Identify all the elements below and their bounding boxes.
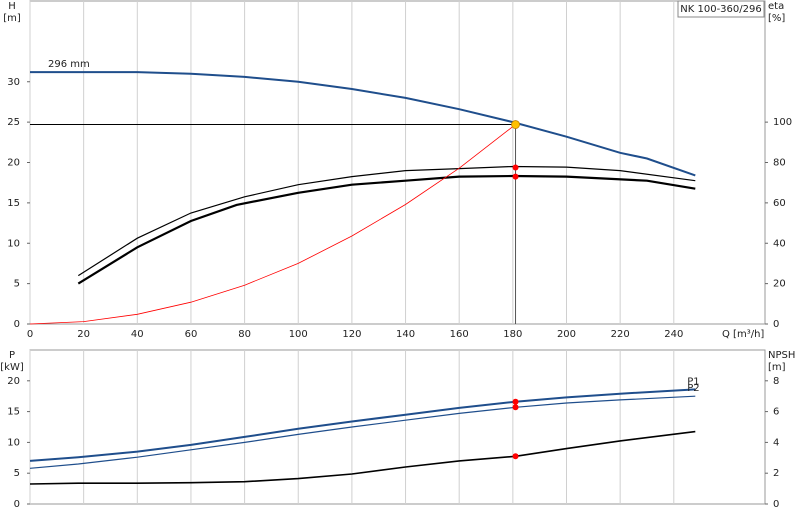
y2-tick-label: 8 <box>773 376 779 387</box>
y-tick-label: 5 <box>14 279 20 290</box>
y-tick-label: 20 <box>7 376 20 387</box>
curve <box>29 430 696 485</box>
curve <box>29 395 696 469</box>
x-tick-label: 120 <box>342 329 361 340</box>
y2-tick-label: 80 <box>773 158 786 169</box>
y-axis-label: P <box>9 350 15 361</box>
series-label: 296 mm <box>48 59 90 70</box>
x-tick-label: 180 <box>503 329 522 340</box>
y-tick-label: 30 <box>7 77 20 88</box>
x-tick-label: 160 <box>450 329 469 340</box>
y2-tick-label: 0 <box>773 319 779 330</box>
y2-tick-label: 20 <box>773 279 786 290</box>
operating-point <box>511 120 520 129</box>
chart-title: NK 100-360/296 <box>680 4 761 15</box>
y-tick-label: 25 <box>7 117 20 128</box>
plot-area <box>29 0 766 325</box>
curve <box>29 388 696 462</box>
y2-axis-label: eta <box>768 1 784 12</box>
y2-tick-label: 100 <box>773 117 792 128</box>
x-tick-label: 240 <box>664 329 683 340</box>
x-tick-label: 200 <box>557 329 576 340</box>
y-axis-unit: [m] <box>3 13 21 24</box>
x-axis-label: Q [m³/h] <box>722 329 764 340</box>
y2-tick-label: 2 <box>773 468 779 479</box>
curve <box>30 71 696 177</box>
x-tick-label: 60 <box>185 329 198 340</box>
y2-tick-label: 60 <box>773 198 786 209</box>
x-tick-label: 100 <box>289 329 308 340</box>
y2-axis-unit: [%] <box>768 13 785 24</box>
y-tick-label: 10 <box>7 238 20 249</box>
y-tick-label: 5 <box>14 468 20 479</box>
x-tick-label: 20 <box>77 329 90 340</box>
marker <box>512 453 519 460</box>
x-tick-label: 220 <box>611 329 630 340</box>
y-tick-label: 15 <box>7 198 20 209</box>
marker <box>512 173 519 180</box>
y2-tick-label: 40 <box>773 238 786 249</box>
curve <box>77 174 696 285</box>
series-label: P2 <box>687 383 699 394</box>
marker <box>512 404 519 411</box>
y-tick-label: 0 <box>14 499 20 510</box>
y-tick-label: 15 <box>7 407 20 418</box>
title-box <box>677 0 765 18</box>
y2-tick-label: 0 <box>773 499 779 510</box>
y-axis-label: H <box>8 1 16 12</box>
x-tick-label: 140 <box>396 329 415 340</box>
marker <box>512 398 519 405</box>
series-label: P1 <box>687 376 699 387</box>
curve <box>29 124 516 325</box>
y-tick-label: 20 <box>7 158 20 169</box>
y2-tick-label: 6 <box>773 407 779 418</box>
y2-tick-label: 4 <box>773 437 779 448</box>
plot-area <box>29 349 766 505</box>
marker <box>512 164 519 171</box>
x-tick-label: 0 <box>27 329 33 340</box>
y-tick-label: 10 <box>7 437 20 448</box>
y2-axis-label: NPSH <box>768 350 795 361</box>
x-tick-label: 40 <box>131 329 144 340</box>
y-axis-unit: [kW] <box>0 362 24 373</box>
x-tick-label: 80 <box>238 329 251 340</box>
curve <box>77 165 696 277</box>
y2-axis-unit: [m] <box>768 362 786 373</box>
y-tick-label: 0 <box>14 319 20 330</box>
